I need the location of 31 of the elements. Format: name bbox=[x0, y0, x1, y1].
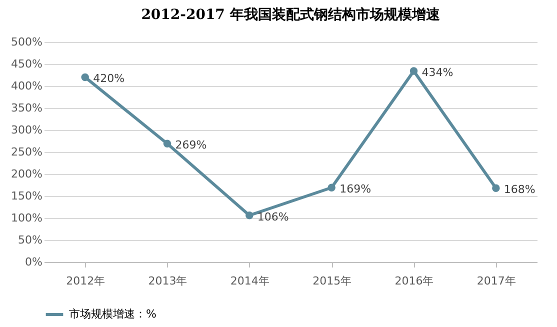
point bbox=[328, 184, 336, 192]
x-tick-label: 2014年 bbox=[230, 274, 270, 288]
y-tick-label: 200% bbox=[11, 168, 42, 180]
x-tick-label: 2012年 bbox=[66, 274, 106, 288]
y-tick-label: 400% bbox=[11, 80, 42, 92]
point bbox=[246, 211, 254, 220]
y-tick-label: 250% bbox=[11, 146, 42, 158]
data-label: 269% bbox=[175, 138, 207, 152]
y-tick-label: 100% bbox=[11, 212, 42, 224]
y-tick-label: 0% bbox=[25, 256, 42, 268]
data-label: 169% bbox=[340, 182, 372, 196]
y-tick-label: 50% bbox=[18, 234, 42, 246]
point bbox=[410, 67, 418, 75]
data-label: 168% bbox=[504, 183, 536, 196]
x-tick-label: 2015年 bbox=[312, 274, 352, 288]
y-tick-label: 300% bbox=[11, 124, 42, 136]
x-tick-label: 2013年 bbox=[148, 274, 188, 288]
y-tick-label: 350% bbox=[11, 102, 42, 114]
y-tick-label: 500% bbox=[11, 36, 42, 48]
point bbox=[81, 73, 89, 82]
data-label: 434% bbox=[422, 66, 454, 80]
x-tick-label: 2017年 bbox=[476, 274, 516, 288]
data-label: 106% bbox=[257, 210, 289, 224]
data-label: 420% bbox=[93, 72, 125, 86]
legend-label: 市场规模增速：% bbox=[69, 308, 156, 320]
point bbox=[492, 184, 500, 192]
chart-title: 2012-2017 年我国装配式钢结构市场规模增速 bbox=[141, 6, 441, 23]
point bbox=[163, 140, 172, 148]
y-tick-label: 450% bbox=[11, 58, 42, 70]
y-tick-label: 150% bbox=[11, 190, 42, 202]
x-tick-label: 2016年 bbox=[394, 274, 434, 288]
